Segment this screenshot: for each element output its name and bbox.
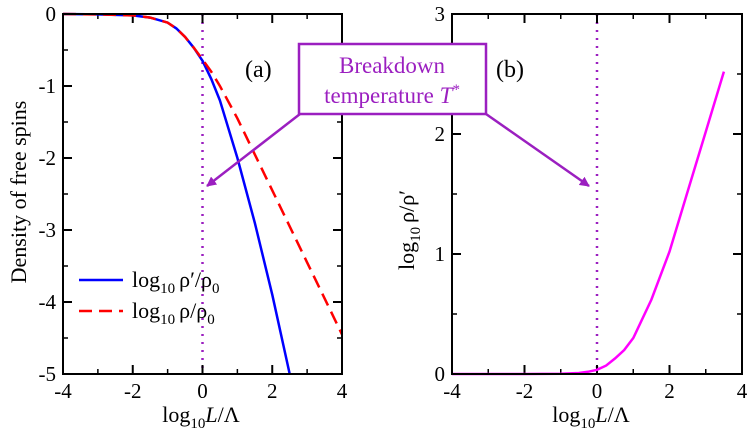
panel-a-xtick-label: 0 <box>197 379 208 403</box>
panel-a-series <box>62 12 344 375</box>
panel-b-ytick-label: 1 <box>435 242 446 266</box>
panel-b-ytick-label: 3 <box>435 2 446 26</box>
panel-b-ytick-label: 0 <box>435 362 446 386</box>
annotation-line-2: temperature T* <box>324 82 460 108</box>
xlabel-var: L <box>204 402 217 427</box>
panel-b-xtick-label: 2 <box>664 379 675 403</box>
annotation-arrow-right <box>485 112 590 188</box>
panel-b-xtick-label: 4 <box>737 379 747 403</box>
panel-b-frame <box>451 13 743 375</box>
panel-a-xtick-label: 2 <box>267 379 278 403</box>
xlabel-log: log <box>162 402 190 427</box>
panel-b-xtick-label: 0 <box>592 379 603 403</box>
annotation-box <box>297 42 488 116</box>
annotation-arrow-left <box>206 113 301 187</box>
panel-a-ytick-label: -2 <box>39 146 57 170</box>
panel-a-ytick-label: -3 <box>39 218 57 242</box>
panel-a-label: (a) <box>245 57 272 83</box>
panel-b-ytick-label: 2 <box>435 122 446 146</box>
panel-a-xtick-label: -4 <box>54 379 72 403</box>
panel-a-ytick-label: -4 <box>39 290 57 314</box>
annotation-line-1: Breakdown <box>339 53 446 78</box>
panel-b-xtick-label: -2 <box>516 379 534 403</box>
panel-a-ytick-label: -1 <box>39 74 57 98</box>
panel-a-ytick-label: 0 <box>46 2 57 26</box>
panel-b-xtick-label: -4 <box>443 379 461 403</box>
panel-b-ylabel: log10ρ/ρ′ <box>394 190 424 270</box>
panel-a: -4 -2 0 2 40-1-2-3-4-5 (a) Density of free s… <box>6 2 348 432</box>
panel-a-frame <box>62 13 343 375</box>
panel-a-xlabel: log10L/Λ <box>162 402 239 432</box>
legend-label-rho-prime: log10 ρ′/ρ0 <box>132 267 220 297</box>
panel-b-label: (b) <box>496 57 524 83</box>
panel-b-series-0 <box>452 71 726 376</box>
panel-a-ylabel: Density of free spins <box>6 101 31 284</box>
panel-b-xlabel: log10L/Λ <box>552 402 629 432</box>
xlabel-rest: /Λ <box>218 402 240 427</box>
panel-a-xtick-label: 4 <box>337 379 348 403</box>
panel-a-series-1 <box>62 12 344 335</box>
legend-label-rho: log10 ρ/ρ0 <box>132 298 215 328</box>
legend: log10 ρ′/ρ0 log10 ρ/ρ0 <box>79 267 220 328</box>
panel-b-series <box>452 71 726 376</box>
breakdown-annotation: Breakdown temperature T* <box>206 42 590 188</box>
panel-b: -4 -2 0 2 4 0 1 2 3 (b) log10ρ/ρ′ log10L/Λ <box>394 2 747 432</box>
xlabel-sub: 10 <box>190 416 205 432</box>
panel-a-ytick-label: -5 <box>39 362 57 386</box>
panel-a-xtick-label: -2 <box>124 379 142 403</box>
